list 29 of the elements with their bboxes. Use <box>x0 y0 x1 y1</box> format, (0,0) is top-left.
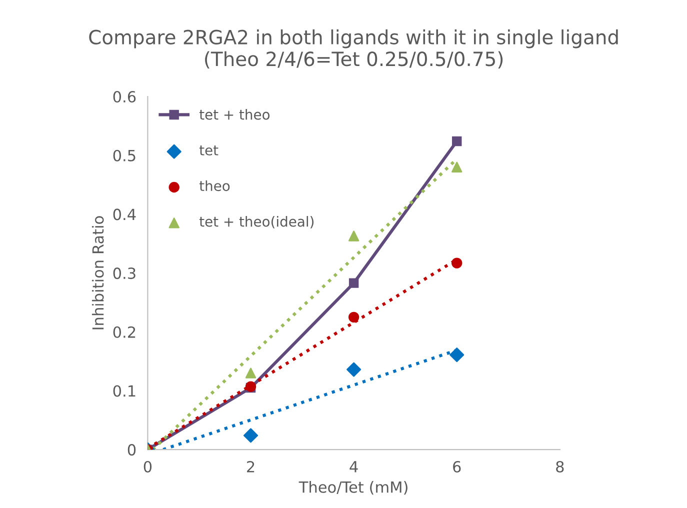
y-tick-label: 0.2 <box>113 326 136 338</box>
point <box>348 278 359 288</box>
y-tick-label: 0 <box>128 444 136 456</box>
y-tick-label: 0.4 <box>113 208 136 220</box>
legend-label: tet + theo <box>199 109 270 120</box>
x-axis-title: Theo/Tet (mM) <box>298 481 408 495</box>
point <box>452 162 462 172</box>
y-tick-label: 0.5 <box>113 150 136 162</box>
point <box>452 258 462 268</box>
point <box>348 230 360 242</box>
point <box>348 312 360 323</box>
y-tick-label: 0.1 <box>113 385 136 397</box>
x-tick-label: 0 <box>144 460 152 473</box>
y-tick-label: 0.3 <box>113 268 136 280</box>
y-axis-title: Inhibition Ratio <box>92 216 104 330</box>
point <box>450 348 464 362</box>
chart-title: Compare 2RGA2 in both ligands with it in single ligand (Theo 2/4/6=Tet 0.25/0.5/0.75) <box>89 29 618 69</box>
legend-label: theo <box>199 180 230 192</box>
point <box>346 362 362 377</box>
x-tick-label: 4 <box>350 461 358 472</box>
x-tick-label: 2 <box>247 460 254 472</box>
legend-label: tet + theo(ideal) <box>199 216 314 228</box>
y-tick-label: 0.6 <box>113 90 136 103</box>
point <box>245 368 256 378</box>
point <box>452 136 462 146</box>
point <box>243 428 258 443</box>
legend-label: tet <box>199 145 218 156</box>
x-tick-label: 6 <box>453 460 461 473</box>
x-tick-label: 8 <box>556 460 564 473</box>
